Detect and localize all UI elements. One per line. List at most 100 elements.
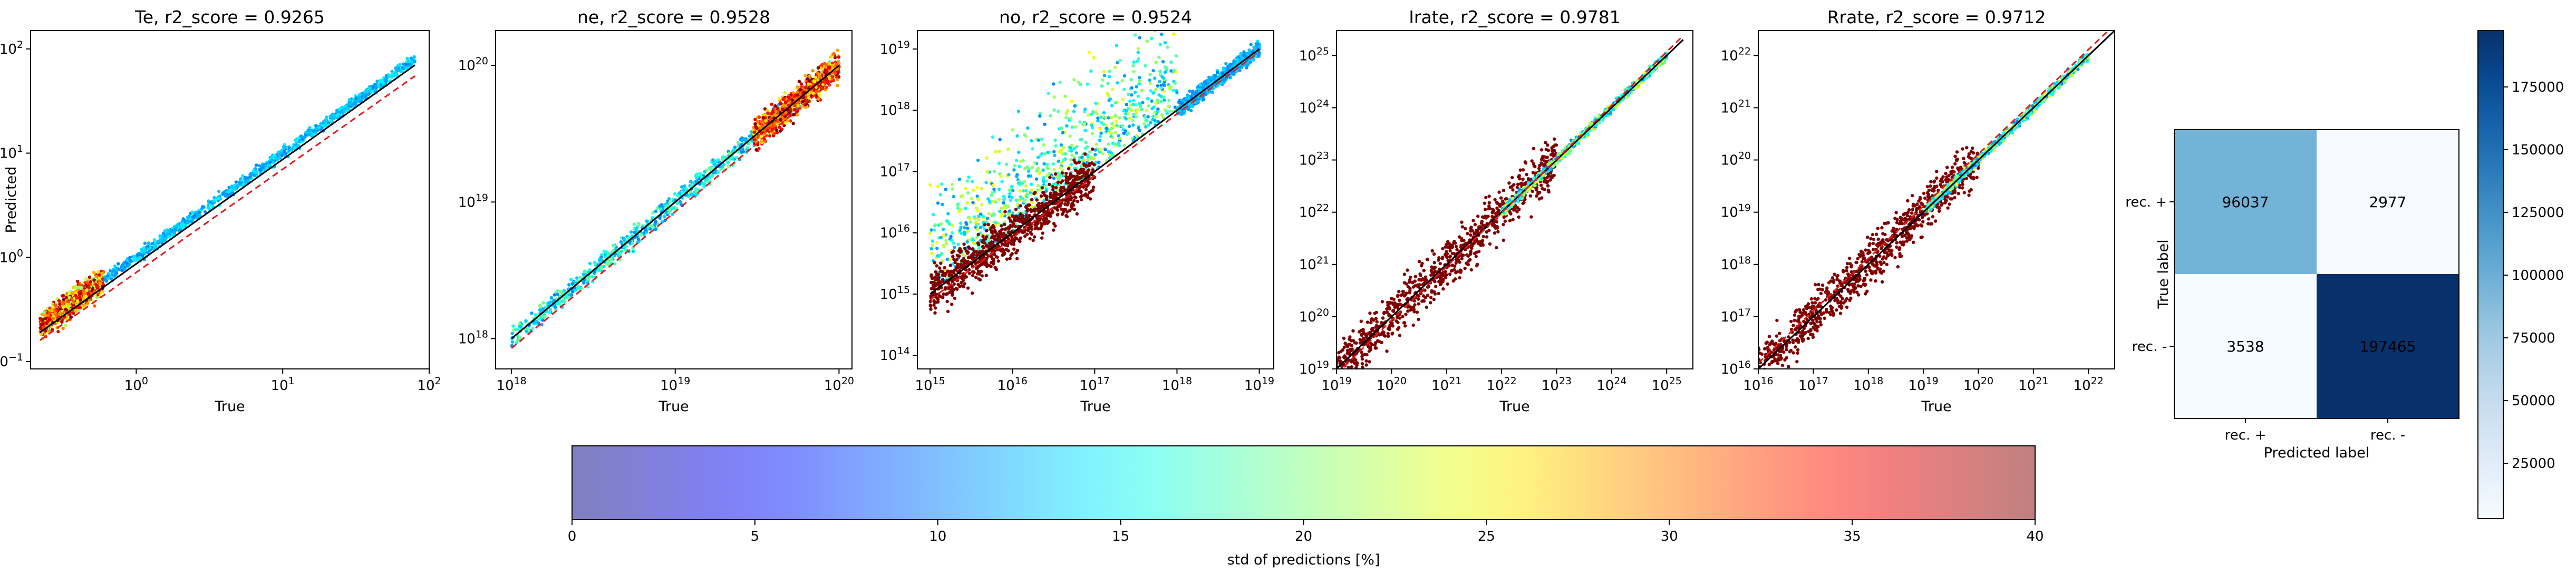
scatter-point [56,330,60,334]
scatter-point [83,303,86,307]
scatter-point [1158,43,1162,46]
scatter-point [1125,103,1128,106]
scatter-point [1122,74,1127,78]
scatter-point [280,153,284,158]
scatter-point [1087,51,1091,55]
scatter-point [69,315,73,319]
scatter-point [1014,159,1019,162]
scatter-point [555,301,559,305]
scatter-point [569,277,573,281]
scatter-point [976,197,981,201]
scatter-point [241,174,245,178]
scatter-point [1122,143,1126,148]
scatter-point [151,241,154,246]
scatter-point [1090,132,1095,135]
scatter-point [832,52,836,56]
scatter-point [1058,150,1061,154]
scatter-point [217,197,220,200]
scatter-point [1168,109,1171,113]
scatter-point [976,159,980,162]
scatter-point [234,180,238,184]
scatter-point [950,239,954,242]
scatter-point [1030,165,1034,169]
scatter-point [944,239,948,242]
scatter-point [1145,40,1149,43]
scatter-point [1073,125,1078,129]
scatter-point [677,191,682,195]
scatter-point [540,323,544,327]
scatter-point [705,168,709,172]
scatter-point [1145,119,1149,123]
scatter-point [959,262,963,266]
scatter-point [1053,172,1058,176]
scatter-point [1015,174,1019,179]
scatter-point [1024,184,1028,188]
scatter-point [654,220,657,223]
scatter-point [612,249,615,253]
scatter-point [1074,151,1078,155]
scatter-point [165,233,169,237]
scatter-point [1129,77,1133,82]
scatter-point [1086,145,1089,149]
scatter-point [330,113,334,117]
scatter-point [1116,81,1119,85]
scatter-point [605,262,609,266]
scatter-point [633,230,637,235]
scatter-point [1163,71,1167,74]
scatter-point [357,96,361,100]
scatter-point [83,284,86,288]
scatter-point [971,274,975,278]
scatter-point [1145,109,1149,112]
scatter-point [1013,164,1017,168]
scatter-point [817,97,820,101]
scatter-point [816,66,820,70]
scatter-point [54,313,58,317]
scatter-point [1059,143,1063,147]
scatter-point [1075,212,1079,216]
scatter-point [122,266,127,269]
scatter-point [1128,99,1132,103]
scatter-point [208,203,212,207]
scatter-point [1113,65,1117,70]
scatter-point [1105,123,1109,127]
scatter-point [1004,162,1009,166]
scatter-point [809,90,813,94]
scatter-point [95,296,99,299]
scatter-point [1025,192,1029,197]
scatter-point [1108,97,1112,101]
scatter-point [1174,54,1178,58]
scatter-point [740,148,743,152]
scatter-point [84,295,88,298]
scatter-point [612,244,616,248]
scatter-point [1036,155,1040,159]
scatter-point [935,264,939,268]
scatter-point [405,56,409,61]
scatter-point [953,296,957,300]
scatter-point [373,82,377,86]
scatter-point [1135,134,1139,138]
scatter-point [1007,216,1011,220]
scatter-point [683,184,686,188]
scatter-point [1122,109,1126,113]
scatter-point [233,187,237,190]
scatter-point [1149,121,1153,124]
scatter-point [1056,110,1060,113]
scatter-point [88,275,92,279]
scatter-point [765,109,769,112]
scatter-point [996,221,1001,225]
scatter-point [828,62,831,66]
scatter-point [825,77,828,81]
scatter-point [295,139,298,143]
scatter-point [85,288,89,292]
scatter-point [270,158,274,162]
scatter-point [60,294,64,298]
scatter-point [803,74,807,77]
scatter-point [1093,148,1097,152]
scatter-point [940,182,944,186]
scatter-point [941,278,945,281]
scatter-point [138,256,141,260]
scatter-point [806,77,809,81]
scatter-point [813,80,817,84]
scatter-point [1063,152,1068,155]
scatter-point [1078,155,1081,160]
